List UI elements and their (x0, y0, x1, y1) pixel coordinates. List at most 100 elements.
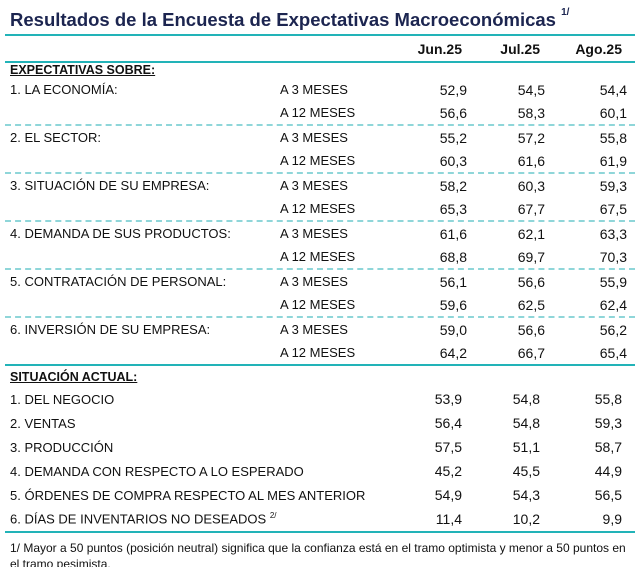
value-cell: 65,3 (439, 200, 467, 217)
page-title: Resultados de la Encuesta de Expectativa… (0, 0, 640, 34)
row-label: 3. SITUACIÓN DE SU EMPRESA: (10, 178, 210, 193)
horizon-label: A 12 MESES (280, 153, 356, 168)
table-row: 4. DEMANDA CON RESPECTO A LO ESPERADO 45,… (0, 459, 640, 483)
column-header: Jul.25 (500, 40, 540, 57)
value-cell: 68,8 (439, 248, 467, 265)
value-cell: 61,6 (517, 152, 545, 169)
value-cell: 56,1 (439, 273, 467, 290)
value-cell: 53,9 (434, 391, 462, 407)
table-row: 2. EL SECTOR: A 3 MESES 55,2 57,2 55,8 (5, 126, 635, 149)
value-cell: 60,3 (439, 152, 467, 169)
horizon-label: A 3 MESES (280, 226, 348, 241)
value-cell: 57,5 (434, 439, 462, 455)
horizon-label: A 12 MESES (280, 297, 356, 312)
table-row: A 12 MESES 65,3 67,7 67,5 (5, 197, 635, 220)
value-cell: 54,8 (512, 415, 540, 431)
row-label: 6. INVERSIÓN DE SU EMPRESA: (10, 322, 211, 337)
value-cell: 58,3 (517, 104, 545, 121)
value-cell: 55,2 (439, 129, 467, 146)
value-cell: 58,2 (439, 177, 467, 194)
value-cell: 59,3 (599, 177, 627, 194)
value-cell: 52,9 (439, 81, 467, 98)
row-label: 2. EL SECTOR: (10, 130, 102, 145)
value-cell: 65,4 (599, 344, 627, 361)
table-row: 1. LA ECONOMÍA: A 3 MESES 52,9 54,5 54,4 (5, 78, 635, 101)
row-label: 2. VENTAS (10, 415, 76, 431)
value-cell: 61,6 (439, 225, 467, 242)
value-cell: 54,9 (434, 487, 462, 503)
column-header: Jun.25 (417, 40, 462, 57)
table-row: 6. INVERSIÓN DE SU EMPRESA: A 3 MESES 59,0… (5, 318, 635, 341)
value-cell: 69,7 (517, 248, 545, 265)
table-row: 1. DEL NEGOCIO 53,9 54,8 55,8 (0, 387, 640, 411)
value-cell: 9,9 (602, 511, 622, 527)
value-cell: 44,9 (594, 463, 622, 479)
value-cell: 59,0 (439, 321, 467, 338)
row-label: 6. DÍAS DE INVENTARIOS NO DESEADOS 2/ (10, 511, 277, 527)
expectation-group: 6. INVERSIÓN DE SU EMPRESA: A 3 MESES 59,0… (5, 318, 635, 364)
section-heading: EXPECTATIVAS SOBRE: (10, 63, 156, 77)
table-row: 5. ÓRDENES DE COMPRA RESPECTO AL MES ANT… (0, 483, 640, 507)
horizon-label: A 12 MESES (280, 345, 356, 360)
value-cell: 58,7 (594, 439, 622, 455)
expectation-group: 2. EL SECTOR: A 3 MESES 55,2 57,2 55,8 A 12 M… (5, 126, 635, 174)
horizon-label: A 3 MESES (280, 178, 348, 193)
table-row: A 12 MESES 64,2 66,7 65,4 (5, 341, 635, 364)
expectation-group: 4. DEMANDA DE SUS PRODUCTOS: A 3 MESES 61,… (5, 222, 635, 270)
horizon-label: A 3 MESES (280, 82, 348, 97)
row-label: 4. DEMANDA CON RESPECTO A LO ESPERADO (10, 463, 304, 479)
horizon-label: A 3 MESES (280, 322, 348, 337)
value-cell: 55,8 (594, 391, 622, 407)
table-row: 2. VENTAS 56,4 54,8 59,3 (0, 411, 640, 435)
footnote-ref: 2/ (269, 511, 277, 521)
value-cell: 70,3 (599, 248, 627, 265)
value-cell: 62,1 (517, 225, 545, 242)
value-cell: 67,5 (599, 200, 627, 217)
table-row: 4. DEMANDA DE SUS PRODUCTOS: A 3 MESES 61,… (5, 222, 635, 245)
value-cell: 11,4 (435, 511, 462, 527)
value-cell: 56,6 (517, 321, 545, 338)
divider (5, 364, 635, 366)
column-header: Ago.25 (575, 40, 622, 57)
expectation-group: 1. LA ECONOMÍA: A 3 MESES 52,9 54,5 54,4 A 12… (5, 78, 635, 126)
divider (5, 34, 635, 36)
value-cell: 54,5 (517, 81, 545, 98)
value-cell: 60,3 (517, 177, 545, 194)
title-footnote-ref: 1/ (561, 7, 570, 18)
value-cell: 56,5 (594, 487, 622, 503)
value-cell: 66,7 (517, 344, 545, 361)
table-row: 5. CONTRATACIÓN DE PERSONAL: A 3 MESES 56,… (5, 270, 635, 293)
value-cell: 45,5 (512, 463, 540, 479)
section-heading: SITUACIÓN ACTUAL: (10, 369, 138, 384)
horizon-label: A 3 MESES (280, 130, 348, 145)
row-label: 5. CONTRATACIÓN DE PERSONAL: (10, 274, 227, 289)
value-cell: 61,9 (599, 152, 627, 169)
table-row: 3. PRODUCCIÓN 57,5 51,1 58,7 (0, 435, 640, 459)
horizon-label: A 12 MESES (280, 105, 356, 120)
table-row: 6. DÍAS DE INVENTARIOS NO DESEADOS 2/11,… (0, 507, 640, 531)
value-cell: 59,3 (594, 415, 622, 431)
row-label: 4. DEMANDA DE SUS PRODUCTOS: (10, 226, 231, 241)
value-cell: 63,3 (599, 225, 627, 242)
value-cell: 62,4 (599, 296, 627, 313)
horizon-label: A 12 MESES (280, 249, 356, 264)
value-cell: 56,2 (599, 321, 627, 338)
value-cell: 67,7 (517, 200, 545, 217)
row-label: 1. DEL NEGOCIO (10, 391, 115, 407)
value-cell: 54,8 (512, 391, 540, 407)
value-cell: 51,1 (512, 439, 540, 455)
value-cell: 59,6 (439, 296, 467, 313)
table-row: A 12 MESES 60,3 61,6 61,9 (5, 149, 635, 172)
table-row: 3. SITUACIÓN DE SU EMPRESA: A 3 MESES 58,2… (5, 174, 635, 197)
horizon-label: A 3 MESES (280, 274, 348, 289)
expectation-group: 3. SITUACIÓN DE SU EMPRESA: A 3 MESES 58,2… (5, 174, 635, 222)
divider (5, 531, 635, 533)
value-cell: 55,9 (599, 273, 627, 290)
value-cell: 45,2 (434, 463, 462, 479)
table-row: A 12 MESES 68,8 69,7 70,3 (5, 245, 635, 268)
expectation-group: 5. CONTRATACIÓN DE PERSONAL: A 3 MESES 56,… (5, 270, 635, 318)
value-cell: 57,2 (517, 129, 545, 146)
footnote: 1/ Mayor a 50 puntos (posición neutral) … (10, 541, 626, 567)
value-cell: 55,8 (599, 129, 627, 146)
horizon-label: A 12 MESES (280, 201, 356, 216)
